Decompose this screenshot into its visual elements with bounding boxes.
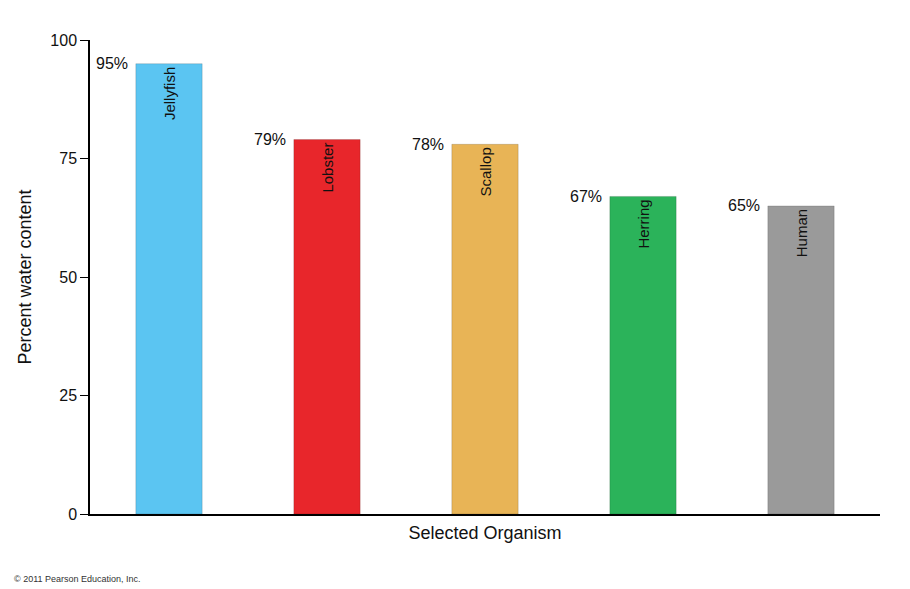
svg-text:67%: 67% [570,188,602,205]
svg-text:75: 75 [59,150,77,167]
svg-text:25: 25 [59,387,77,404]
svg-text:Jellyfish: Jellyfish [161,67,178,120]
svg-text:65%: 65% [728,197,760,214]
svg-text:Percent water content: Percent water content [15,189,35,364]
svg-text:79%: 79% [254,131,286,148]
svg-text:100: 100 [50,32,77,49]
svg-text:Selected Organism: Selected Organism [408,523,561,543]
svg-text:Herring: Herring [635,199,652,248]
svg-text:Lobster: Lobster [319,143,336,193]
svg-text:Human: Human [793,209,810,257]
svg-text:0: 0 [68,506,77,523]
svg-text:78%: 78% [412,136,444,153]
svg-text:© 2011 Pearson Education, Inc.: © 2011 Pearson Education, Inc. [14,574,141,584]
svg-text:95%: 95% [96,55,128,72]
svg-text:50: 50 [59,269,77,286]
svg-text:Scallop: Scallop [477,147,494,196]
